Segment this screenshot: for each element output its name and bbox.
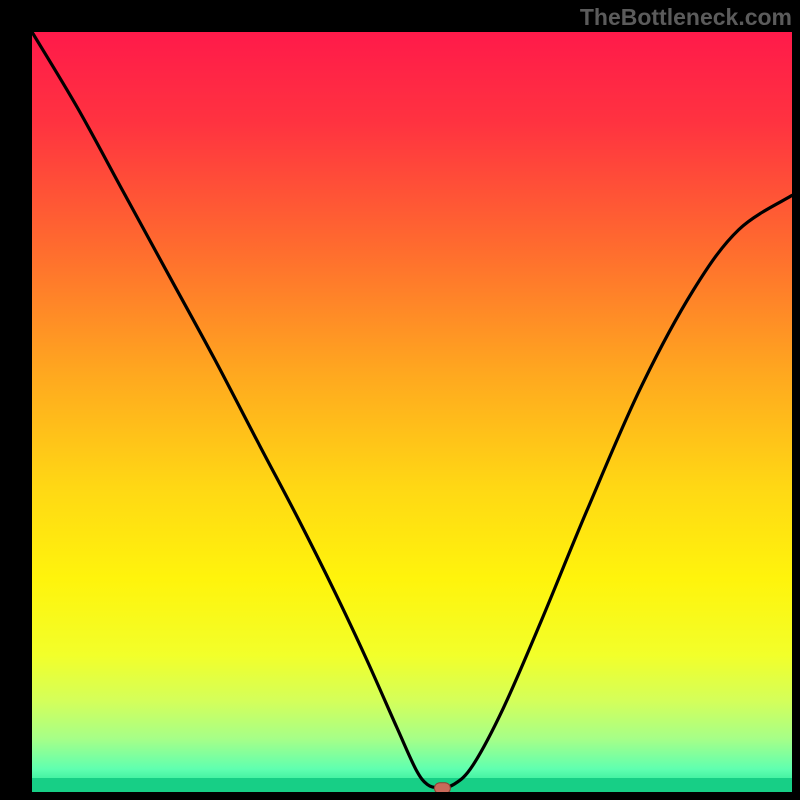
bottleneck-chart bbox=[0, 0, 800, 800]
chart-bottom-band bbox=[32, 778, 792, 792]
chart-background-gradient bbox=[32, 32, 792, 792]
watermark-text: TheBottleneck.com bbox=[580, 4, 792, 31]
chart-container: TheBottleneck.com bbox=[0, 0, 800, 800]
